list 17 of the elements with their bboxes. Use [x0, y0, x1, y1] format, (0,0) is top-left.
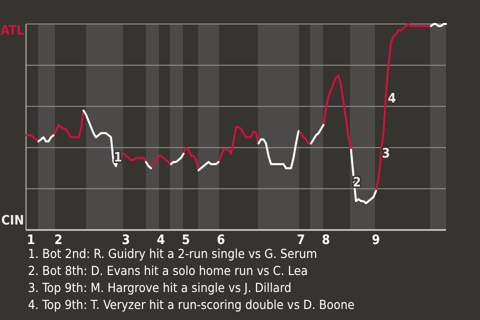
x-tick-label: 5: [182, 233, 190, 248]
text: 3. Top 9th: M. Hargrove hit a single vs J. Dillard: [28, 280, 292, 295]
x-tick-label: 2: [54, 233, 63, 248]
x-tick-label: 1: [26, 233, 36, 248]
text: 2. Bot 8th: D. Evans hit a solo home run vs C. Lea: [28, 263, 308, 278]
text: 1. Bot 2nd: R. Guidry hit a 2-run single vs G. Serum: [28, 246, 318, 261]
x-tick-label: 6: [216, 233, 226, 248]
x-tick-label: 8: [322, 233, 330, 248]
annotation: 4: [388, 92, 396, 106]
x-tick-label: 7: [296, 233, 306, 248]
x-tick-label: 4: [156, 233, 166, 248]
text: ATL: [0, 24, 25, 38]
annotation: 3: [382, 146, 390, 162]
text: CIN: [1, 214, 24, 228]
x-tick-label: 9: [372, 233, 380, 248]
x-tick-label: 3: [122, 233, 130, 248]
text: 4. Top 9th: T. Veryzer hit a run-scoring double vs D. Boone: [28, 297, 355, 312]
